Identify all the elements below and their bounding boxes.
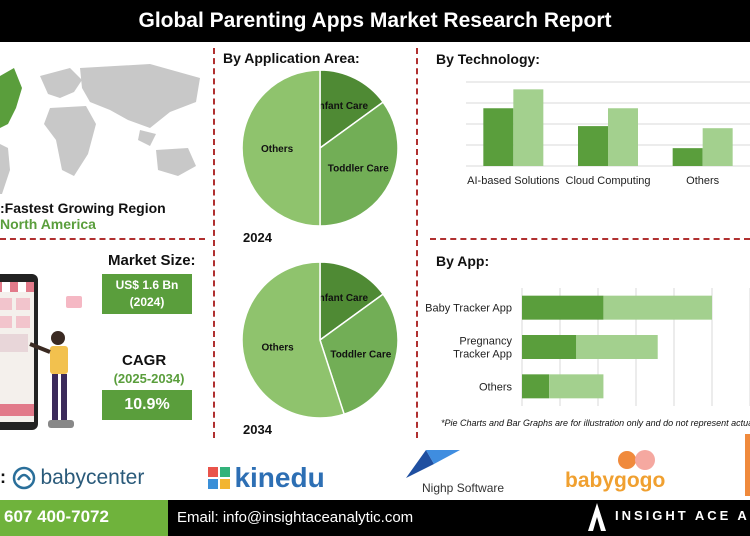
footer-phone-area [0, 500, 168, 536]
tech-tick-label: Cloud Computing [566, 175, 651, 187]
app-tick-label: Others [479, 381, 513, 393]
pie-label-toddler-care: Toddler Care [328, 163, 389, 174]
cagr-label: CAGR [122, 352, 167, 369]
pie-2034-year: 2034 [243, 422, 272, 437]
tech-tick-label: Others [686, 175, 720, 187]
byapp-title: By App: [436, 253, 490, 269]
footer-brand: INSIGHT ACE A [615, 508, 750, 523]
babygogo-text: babygogo [565, 469, 666, 492]
app-tick-label: Baby Tracker App [425, 303, 512, 315]
babycenter-text: babycenter [40, 466, 145, 489]
pie-label-others: Others [262, 343, 295, 354]
map-south-america [0, 144, 10, 194]
kinedu-text: kinedu [234, 462, 325, 493]
page-title: Global Parenting Apps Market Research Re… [0, 0, 750, 42]
map-asia [80, 64, 200, 128]
map-seasia [138, 130, 156, 146]
pie-slice-toddler-care [319, 101, 399, 227]
phone-illustration [0, 274, 82, 430]
nighp-icon [406, 450, 460, 478]
market-size-year: (2024) [129, 295, 165, 309]
divider-right [430, 238, 750, 240]
application-title: By Application Area: [223, 50, 360, 66]
tech-bar [672, 148, 703, 166]
app-bar [576, 335, 658, 359]
babycenter-icon [12, 466, 36, 490]
right-edge-logo-bar [745, 434, 750, 496]
cagr-period: (2025-2034) [113, 371, 185, 386]
app-bar [522, 374, 550, 399]
pie-chart-2024: Infant Care Toddler Care Others [241, 69, 399, 227]
nighp-text: Nighp Software [422, 481, 505, 495]
app-tick-label: Pregnancy [459, 336, 512, 348]
divider-vertical-1 [213, 48, 215, 438]
tech-bar [702, 128, 733, 166]
pie-slice-others [241, 69, 321, 227]
pie-chart-2034: Infant Care Toddler Care Others [241, 261, 399, 419]
map-north-america [0, 68, 22, 128]
tech-tick-label: AI-based Solutions [467, 175, 560, 187]
map-australia [156, 148, 196, 176]
awning-icon [0, 282, 34, 292]
tech-bar [578, 126, 608, 166]
app-bar [522, 295, 604, 320]
pie-2024-year: 2024 [243, 230, 272, 245]
person-figure [29, 331, 74, 428]
pie-label-toddler-care: Toddler Care [330, 349, 391, 360]
cagr-value: 10.9% [102, 390, 192, 420]
pie-slice-infant-care [319, 69, 385, 150]
app-tick-label: Tracker App [453, 349, 512, 361]
technology-bar-chart: AI-based Solutions Cloud Computing Others [466, 81, 750, 187]
divider-left [0, 238, 205, 240]
map-europe [40, 68, 82, 98]
companies-prefix: : [0, 467, 6, 487]
divider-vertical-2 [416, 48, 418, 438]
tech-bar [483, 108, 514, 166]
app-bar [522, 335, 577, 359]
disclaimer: *Pie Charts and Bar Graphs are for illus… [441, 418, 750, 428]
footer-phone: 607 400-7072 [4, 507, 109, 526]
pie-label-others: Others [261, 144, 294, 155]
insightace-logo-icon [588, 503, 606, 531]
logo-kinedu: kinedu [208, 462, 325, 494]
tech-bar [513, 89, 544, 166]
market-size-label: Market Size: [108, 252, 196, 269]
pie-slice-toddler-care [319, 293, 399, 416]
market-size-box: US$ 1.6 Bn (2024) [102, 274, 192, 314]
world-map [0, 64, 200, 194]
babygogo-icon [618, 450, 655, 470]
pie-label-infant-care: Infant Care [316, 101, 369, 112]
logo-babygogo: babygogo [565, 449, 665, 494]
pie-label-infant-care: Infant Care [316, 293, 369, 304]
app-bar [549, 374, 604, 399]
app-bar [603, 295, 712, 320]
logo-babycenter: babycenter [12, 466, 144, 494]
region-value: North America [0, 216, 96, 232]
technology-title: By Technology: [436, 51, 540, 67]
footer-email: Email: info@insightaceanalytic.com [177, 509, 414, 526]
map-africa [44, 106, 96, 176]
region-label: Fastest Growing Region: [0, 200, 166, 216]
market-size-value: US$ 1.6 Bn [115, 278, 179, 292]
chat-bubble-icon [66, 296, 82, 308]
logo-nighp: Nighp Software [404, 448, 516, 496]
pie-slice-others [241, 261, 346, 419]
tech-bar [608, 108, 638, 166]
kinedu-icon [208, 467, 230, 489]
pie-slice-infant-care [319, 261, 385, 342]
